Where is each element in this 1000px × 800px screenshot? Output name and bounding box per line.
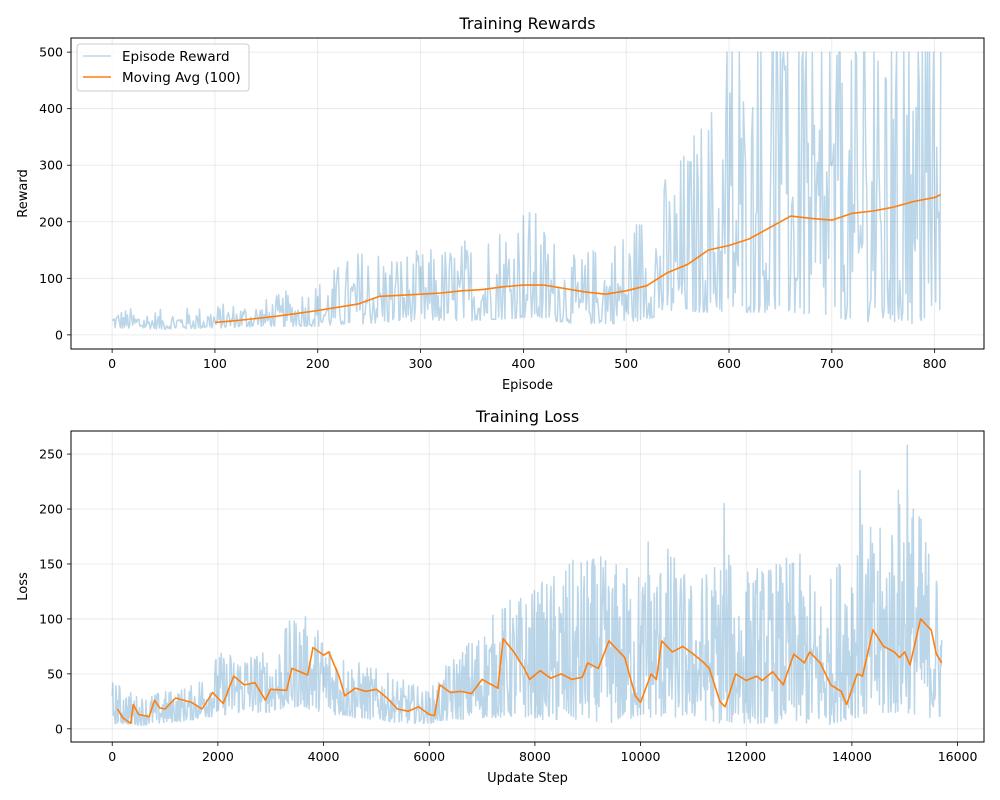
loss-series-moving-avg-line	[116, 618, 943, 725]
loss-xtick-label: 16000	[938, 749, 978, 764]
loss-xtick-label: 8000	[519, 749, 551, 764]
loss-plot-area	[111, 444, 943, 727]
loss-ytick-label: 150	[39, 556, 63, 571]
loss-xtick-label: 14000	[832, 749, 872, 764]
rewards-xtick-label: 800	[923, 356, 947, 371]
loss-xtick-label: 2000	[202, 749, 234, 764]
rewards-ytick-label: 0	[55, 327, 63, 342]
loss-xtick-label: 6000	[413, 749, 445, 764]
legend-label-moving-avg: Moving Avg (100)	[122, 70, 241, 86]
loss-xtick-label: 10000	[621, 749, 661, 764]
loss-ytick-label: 200	[39, 502, 63, 517]
legend-label-episode-reward: Episode Reward	[122, 49, 230, 65]
rewards-x-axis-label: Episode	[502, 378, 553, 393]
rewards-axes: 0 100 200 300 400 500 600 700 800 0 100 200 300 400 50…	[16, 14, 985, 393]
loss-xtick-label: 12000	[726, 749, 766, 764]
loss-xtick-label: 0	[108, 749, 116, 764]
rewards-ytick-label: 100	[39, 271, 63, 286]
loss-xtick-label: 4000	[308, 749, 340, 764]
rewards-xtick-label: 400	[511, 356, 535, 371]
loss-ytick-label: 100	[39, 611, 63, 626]
rewards-xtick-label: 700	[820, 356, 844, 371]
legend-box	[76, 43, 250, 92]
rewards-xtick-label: 300	[409, 356, 433, 371]
rewards-xtick-label: 600	[717, 356, 741, 371]
legend: Episode Reward Moving Avg (100)	[76, 43, 250, 92]
rewards-chart-title: Training Rewards	[458, 14, 595, 33]
loss-y-axis-label: Loss	[16, 572, 31, 601]
rewards-xtick-label: 200	[306, 356, 330, 371]
rewards-plot-area	[111, 51, 942, 330]
rewards-xtick-label: 100	[203, 356, 227, 371]
rewards-ytick-label: 200	[39, 214, 63, 229]
loss-axes-frame	[70, 430, 985, 743]
loss-ytick-label: 0	[55, 721, 63, 736]
loss-ytick-label: 50	[47, 666, 63, 681]
rewards-ytick-label: 500	[39, 45, 63, 60]
loss-axes: 0 2000 4000 6000 8000 10000 12000 14000 16000 0 50…	[16, 407, 985, 786]
rewards-ytick-label: 400	[39, 101, 63, 116]
rewards-xtick-label: 0	[108, 356, 116, 371]
rewards-series-moving-avg-line	[214, 193, 942, 324]
rewards-axes-frame	[70, 37, 985, 350]
rewards-y-axis-label: Reward	[16, 169, 31, 217]
loss-chart-title: Training Loss	[475, 407, 579, 426]
loss-x-axis-label: Update Step	[487, 771, 568, 786]
rewards-xtick-label: 500	[614, 356, 638, 371]
rewards-series-raw-line	[111, 51, 942, 330]
loss-series-raw-line	[111, 444, 943, 727]
rewards-ytick-label: 300	[39, 158, 63, 173]
loss-ytick-label: 250	[39, 447, 63, 462]
